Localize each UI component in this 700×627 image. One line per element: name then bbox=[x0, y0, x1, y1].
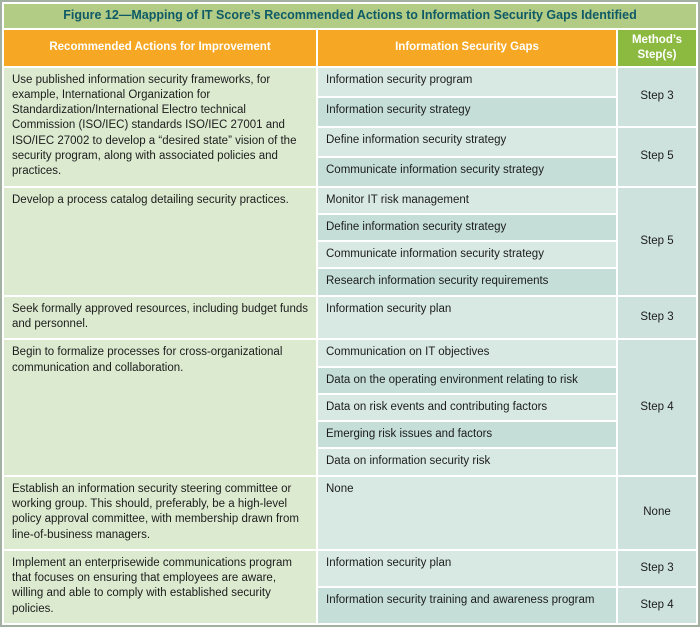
row-groups: Information security plan Step 3 Informati… bbox=[318, 550, 696, 623]
gap-cell: Information security training and awaren… bbox=[318, 587, 616, 623]
gap-cell: None bbox=[318, 476, 616, 549]
table-row: Implement an enterprisewide communicatio… bbox=[4, 550, 696, 623]
gap-cell: Information security plan bbox=[318, 296, 616, 339]
gap-step-group: Information security plan Step 3 bbox=[318, 296, 696, 339]
action-cell: Seek formally approved resources, includ… bbox=[4, 296, 316, 339]
gap-step-group: Monitor IT risk management Define informa… bbox=[318, 187, 696, 295]
gap-cell: Information security plan bbox=[318, 550, 616, 586]
row-groups: Communication on IT objectives Data on th… bbox=[318, 340, 696, 475]
header-steps-column: Method’s Step(s) bbox=[618, 29, 696, 66]
gap-cell: Information security strategy bbox=[318, 97, 616, 126]
step-cell: Step 4 bbox=[618, 587, 696, 623]
step-cell: Step 5 bbox=[618, 127, 696, 186]
gap-step-group: Information security training and awaren… bbox=[318, 587, 696, 623]
step-cell: None bbox=[618, 476, 696, 549]
row-groups: Information security program Information … bbox=[318, 67, 696, 186]
gap-cell: Communicate information security strateg… bbox=[318, 242, 616, 268]
action-cell: Develop a process catalog detailing secu… bbox=[4, 187, 316, 295]
action-cell: Establish an information security steeri… bbox=[4, 476, 316, 549]
gap-step-group: Communication on IT objectives Data on th… bbox=[318, 340, 696, 475]
table-row: Use published information security frame… bbox=[4, 67, 696, 186]
gap-cell: Data on risk events and contributing fac… bbox=[318, 394, 616, 421]
action-cell: Implement an enterprisewide communicatio… bbox=[4, 550, 316, 623]
row-groups: Monitor IT risk management Define informa… bbox=[318, 187, 696, 295]
step-cell: Step 4 bbox=[618, 340, 696, 475]
action-cell: Begin to formalize processes for cross-o… bbox=[4, 340, 316, 475]
header-gaps-column: Information Security Gaps bbox=[318, 29, 616, 66]
header-actions-column: Recommended Actions for Improvement bbox=[4, 29, 316, 66]
row-groups: Information security plan Step 3 bbox=[318, 296, 696, 339]
gaps-column: Information security training and awaren… bbox=[318, 587, 616, 623]
gap-cell: Research information security requiremen… bbox=[318, 269, 616, 295]
gap-cell: Emerging risk issues and factors bbox=[318, 422, 616, 448]
gap-cell: Information security program bbox=[318, 67, 616, 96]
row-groups: None None bbox=[318, 476, 696, 549]
table-row: Begin to formalize processes for cross-o… bbox=[4, 340, 696, 475]
gaps-column: Information security program Information … bbox=[318, 67, 616, 126]
gap-cell: Monitor IT risk management bbox=[318, 187, 616, 213]
gap-cell: Communication on IT objectives bbox=[318, 340, 616, 366]
gap-step-group: None None bbox=[318, 476, 696, 549]
gap-cell: Data on the operating environment relati… bbox=[318, 367, 616, 393]
gaps-column: Define information security strategy Comm… bbox=[318, 127, 616, 186]
gaps-column: Monitor IT risk management Define informa… bbox=[318, 187, 616, 295]
gaps-column: Information security plan bbox=[318, 550, 616, 586]
gaps-column: Information security plan bbox=[318, 296, 616, 339]
gaps-column: Communication on IT objectives Data on th… bbox=[318, 340, 616, 475]
gap-cell: Data on information security risk bbox=[318, 449, 616, 475]
gap-cell: Communicate information security strateg… bbox=[318, 157, 616, 186]
gaps-column: None bbox=[318, 476, 616, 549]
figure-title: Figure 12—Mapping of IT Score’s Recommen… bbox=[4, 4, 696, 28]
step-cell: Step 5 bbox=[618, 187, 696, 295]
step-cell: Step 3 bbox=[618, 550, 696, 586]
action-cell: Use published information security frame… bbox=[4, 67, 316, 186]
gap-step-group: Define information security strategy Comm… bbox=[318, 127, 696, 186]
gap-step-group: Information security plan Step 3 bbox=[318, 550, 696, 586]
table-row: Seek formally approved resources, includ… bbox=[4, 296, 696, 339]
table-row: Establish an information security steeri… bbox=[4, 476, 696, 549]
gap-cell: Define information security strategy bbox=[318, 127, 616, 156]
table-body: Use published information security frame… bbox=[4, 67, 696, 623]
step-cell: Step 3 bbox=[618, 296, 696, 339]
gap-cell: Define information security strategy bbox=[318, 214, 616, 241]
step-cell: Step 3 bbox=[618, 67, 696, 126]
table-header: Recommended Actions for Improvement Info… bbox=[4, 29, 696, 66]
table-row: Develop a process catalog detailing secu… bbox=[4, 187, 696, 295]
gap-step-group: Information security program Information … bbox=[318, 67, 696, 126]
